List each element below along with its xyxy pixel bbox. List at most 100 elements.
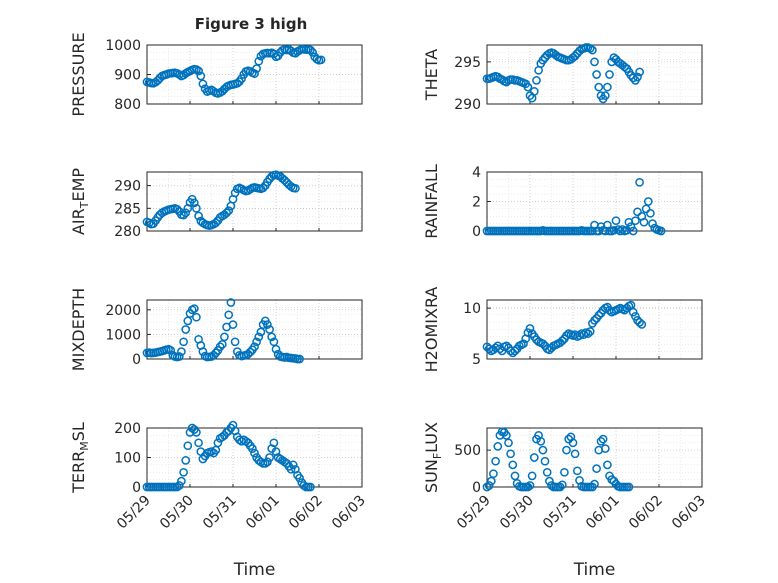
subplot-pressure: 800 900 1000 PRESSURE — [69, 32, 363, 117]
air_temp-ylabel: AIRTEMP — [69, 168, 91, 235]
terr_msl-data-point — [192, 428, 201, 437]
rainfall-series — [482, 177, 666, 236]
terr_msl-data-point — [177, 476, 186, 486]
sun_flux-data-point — [555, 482, 565, 492]
sun_flux-xtick-label: 05/30 — [497, 493, 537, 533]
mixdepth-data-point — [256, 327, 266, 337]
rainfall-data-point — [635, 177, 644, 187]
mixdepth-data-point — [179, 337, 188, 347]
mixdepth-ytick-label: 2000 — [105, 303, 141, 319]
mixdepth-data-point — [183, 316, 193, 326]
sun_flux-xtick-label: 06/01 — [583, 493, 623, 533]
sun_flux-xtick-label: 06/02 — [626, 493, 666, 533]
terr_msl-xtick-label: 06/03 — [329, 493, 369, 533]
sun_flux-series — [482, 427, 634, 492]
terr_msl-xtick-label: 06/01 — [243, 493, 283, 533]
terr_msl-data-point — [213, 438, 223, 448]
sun_flux-data-point — [568, 438, 578, 448]
h2omixra-data-point — [519, 339, 528, 349]
mixdepth-ytick-label: 0 — [132, 352, 141, 368]
sun_flux-data-point — [596, 436, 606, 446]
h2omixra-ytick-label: 5 — [472, 352, 481, 368]
mixdepth-data-point — [174, 352, 184, 361]
figure-title: Figure 3 high — [195, 15, 308, 33]
rainfall-data-point — [648, 219, 657, 228]
air_temp-ytick-label: 280 — [114, 224, 141, 240]
h2omixra-axes-box — [486, 299, 703, 360]
mixdepth-data-point — [243, 349, 253, 359]
mixdepth-data-point — [189, 304, 199, 313]
pressure-data-point — [198, 79, 208, 89]
theta-data-point — [493, 72, 503, 82]
sun_flux-data-point — [560, 467, 569, 477]
rainfall-data-point — [631, 216, 640, 226]
h2omixra-data-point — [502, 341, 511, 351]
sun_flux-data-point — [482, 482, 492, 492]
mixdepth-data-point — [177, 347, 186, 356]
terr_msl-data-point — [265, 453, 274, 462]
pressure-ytick-label: 1000 — [105, 38, 141, 54]
sun_flux-data-point — [600, 444, 610, 453]
air_temp-ytick-label: 290 — [114, 179, 141, 195]
air_temp-axes-box — [146, 171, 363, 232]
theta-ytick-label: 295 — [454, 55, 481, 71]
theta-data-point — [585, 44, 595, 53]
h2omixra-data-point — [583, 329, 593, 338]
air_temp-data-point — [192, 203, 201, 213]
subplot-sun-flux: 0 500 05/29 05/30 05/31 06/01 06/02 06/03 Time SU… — [422, 422, 709, 580]
mixdepth-data-point — [181, 325, 191, 334]
theta-data-point — [592, 70, 601, 79]
sun_flux-data-point — [489, 469, 498, 479]
terr_msl-data-point — [263, 457, 272, 467]
sun_flux-data-point — [557, 480, 567, 490]
sun_flux-data-point — [527, 471, 537, 481]
h2omixra-data-point — [525, 324, 535, 333]
terr_msl-data-point — [181, 456, 191, 465]
terr_msl-data-point — [269, 438, 279, 448]
sun_flux-data-point — [592, 464, 601, 473]
terr_msl-data-point — [217, 432, 227, 442]
theta-series — [482, 43, 644, 104]
sun_flux-ytick-label: 500 — [454, 443, 481, 459]
sun_flux-ylabel: SUNFLUX — [422, 422, 444, 493]
subplot-rainfall: 0 2 4 RAINFALL — [422, 164, 703, 240]
rainfall-data-point — [609, 225, 619, 235]
sun_flux-data-point — [523, 482, 533, 492]
sun_flux-data-point — [603, 460, 612, 470]
terr_msl-data-point — [179, 467, 188, 477]
pressure-axes-frame — [146, 44, 363, 105]
theta-ylabel: THETA — [422, 49, 441, 101]
rainfall-data-point — [643, 197, 653, 206]
air_temp-data-point — [179, 210, 188, 220]
mixdepth-data-point — [211, 348, 221, 358]
rainfall-ytick-label: 2 — [472, 195, 481, 211]
pressure-data-point — [286, 46, 296, 56]
pressure-data-point — [316, 55, 326, 65]
theta-data-point — [570, 51, 580, 61]
rainfall-data-point — [656, 226, 666, 236]
mixdepth-data-point — [228, 320, 238, 329]
sun_flux-xtick-label: 06/03 — [669, 493, 709, 533]
sun_flux-data-point — [491, 456, 500, 466]
mixdepth-data-point — [224, 310, 234, 320]
h2omixra-series — [482, 300, 647, 358]
mixdepth-axes-box — [146, 299, 363, 360]
sun_flux-data-point — [590, 479, 599, 489]
mixdepth-data-point — [166, 346, 176, 355]
air_temp-data-point — [258, 183, 268, 193]
pressure-data-point — [308, 48, 317, 57]
air_temp-data-point — [189, 198, 199, 208]
h2omixra-data-point — [510, 346, 520, 356]
h2omixra-data-point — [523, 328, 533, 337]
h2omixra-ylabel: H2OMIXRA — [422, 287, 441, 373]
terr_msl-ylabel: TERRMSL — [69, 422, 91, 494]
sun_flux-data-point — [484, 481, 494, 490]
rainfall-data-point — [639, 217, 649, 227]
terr_msl-data-point — [183, 441, 193, 451]
theta-ytick-label: 290 — [454, 97, 481, 113]
terr_msl-data-point — [295, 473, 304, 483]
theta-data-point — [635, 67, 644, 77]
sun_flux-data-point — [536, 436, 546, 446]
